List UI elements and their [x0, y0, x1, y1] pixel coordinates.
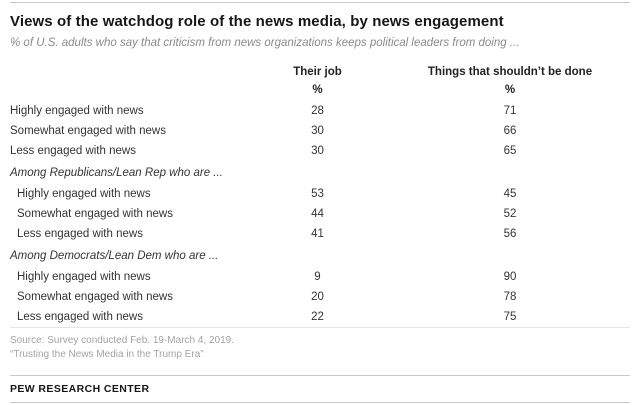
- value-things: 71: [503, 105, 517, 117]
- value-things: 66: [503, 125, 517, 137]
- bottom-divider: [10, 402, 630, 403]
- table-row: Less engaged with news 41 56: [10, 224, 630, 244]
- value-their-job: 20: [311, 291, 324, 303]
- value-their-job: 41: [311, 228, 324, 240]
- page-title: Views of the watchdog role of the news m…: [10, 13, 504, 30]
- value-their-job: 28: [311, 105, 324, 117]
- section-label: Among Democrats/Lean Dem who are ...: [10, 249, 219, 262]
- page-subtitle: % of U.S. adults who say that criticism …: [10, 37, 520, 49]
- row-label: Less engaged with news: [17, 311, 143, 323]
- value-things: 90: [503, 271, 517, 283]
- row-label: Less engaged with news: [10, 145, 136, 157]
- section-header-row: Among Democrats/Lean Dem who are ...: [10, 244, 630, 267]
- section-header-row: Among Republicans/Lean Rep who are ...: [10, 161, 630, 184]
- table-row: Less engaged with news 30 65: [10, 141, 630, 161]
- footnotes: Source: Survey conducted Feb. 19-March 4…: [10, 334, 630, 362]
- value-things: 56: [503, 228, 517, 240]
- col-header-their-job: Their job: [293, 66, 342, 78]
- col-header-things: Things that shouldn’t be done: [427, 66, 593, 78]
- section-label: Among Republicans/Lean Rep who are ...: [10, 166, 223, 179]
- data-table: Their job Things that shouldn’t be done …: [10, 63, 630, 327]
- row-label: Less engaged with news: [17, 228, 143, 240]
- notes-divider: [10, 327, 630, 328]
- row-label: Somewhat engaged with news: [17, 291, 173, 303]
- value-things: 75: [503, 311, 517, 323]
- row-label: Somewhat engaged with news: [10, 125, 166, 137]
- table-row: Somewhat engaged with news 30 66: [10, 121, 630, 141]
- table-row: Highly engaged with news 28 71: [10, 101, 630, 121]
- value-their-job: 9: [314, 271, 321, 283]
- source-note: Source: Survey conducted Feb. 19-March 4…: [10, 335, 235, 346]
- row-label: Highly engaged with news: [10, 105, 144, 117]
- value-their-job: 30: [311, 145, 324, 157]
- value-their-job: 44: [311, 208, 324, 220]
- percent-label-their-job: %: [312, 84, 323, 96]
- value-their-job: 22: [311, 311, 324, 323]
- value-things: 65: [503, 145, 517, 157]
- row-label: Somewhat engaged with news: [17, 208, 173, 220]
- table-body: Highly engaged with news 28 71 Somewhat …: [10, 101, 630, 327]
- brand-top-divider: [10, 375, 630, 376]
- row-label: Highly engaged with news: [17, 188, 151, 200]
- value-things: 52: [503, 208, 517, 220]
- table-row: Highly engaged with news 53 45: [10, 184, 630, 204]
- table-row: Highly engaged with news 9 90: [10, 267, 630, 287]
- table-row: Less engaged with news 22 75: [10, 307, 630, 327]
- value-things: 78: [503, 291, 517, 303]
- percent-label-things: %: [504, 84, 516, 96]
- percent-header-row: % %: [10, 81, 630, 99]
- value-their-job: 53: [311, 188, 324, 200]
- table-row: Somewhat engaged with news 20 78: [10, 287, 630, 307]
- report-title-note: “Trusting the News Media in the Trump Er…: [10, 349, 204, 360]
- table-row: Somewhat engaged with news 44 52: [10, 204, 630, 224]
- brand-wordmark: PEW RESEARCH CENTER: [10, 383, 150, 395]
- brand-block: PEW RESEARCH CENTER: [10, 375, 630, 403]
- value-their-job: 30: [311, 125, 324, 137]
- value-things: 45: [503, 188, 517, 200]
- row-label: Highly engaged with news: [17, 271, 151, 283]
- table-header-row: Their job Things that shouldn’t be done: [10, 63, 630, 81]
- top-divider: [10, 2, 630, 3]
